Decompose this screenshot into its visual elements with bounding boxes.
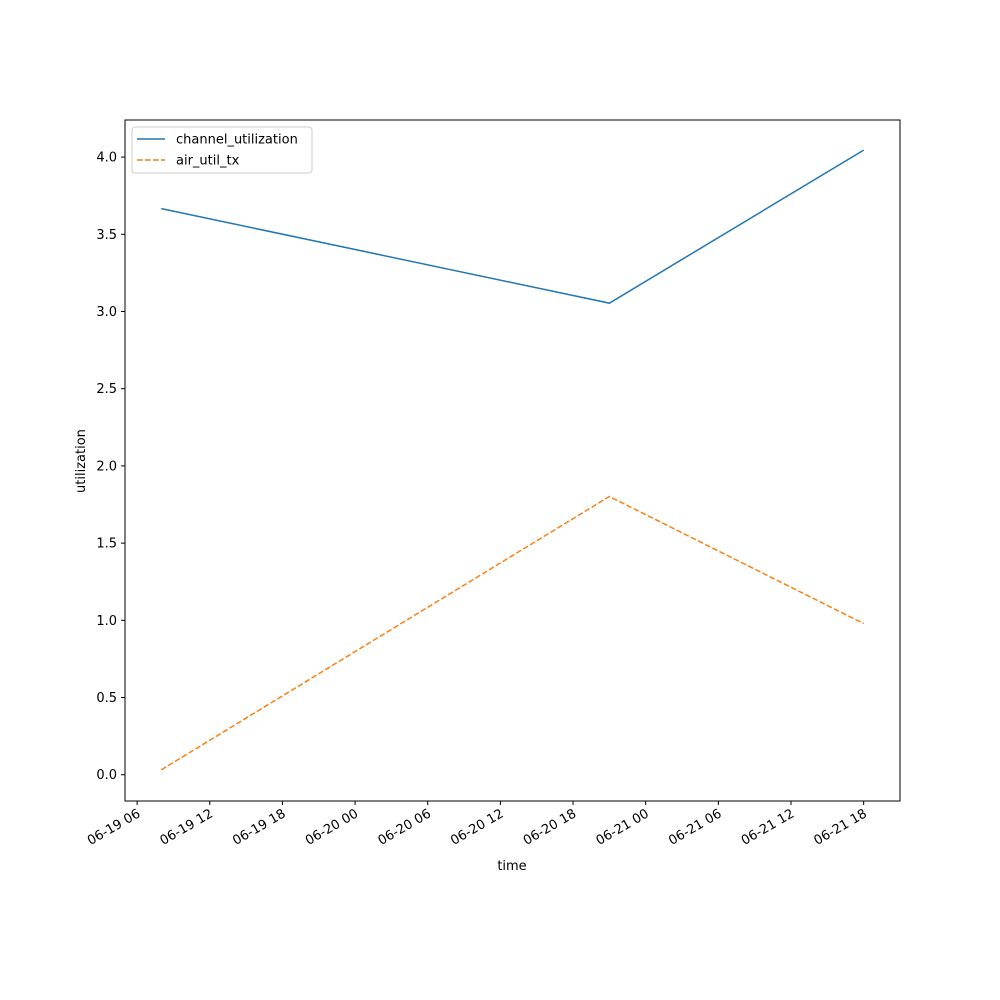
x-tick-label: 06-21 00 xyxy=(594,806,652,848)
x-axis-label: time xyxy=(497,859,526,874)
legend-label: air_util_tx xyxy=(176,154,240,169)
series-line xyxy=(160,495,865,771)
x-tick-label: 06-19 12 xyxy=(158,806,216,848)
legend-label: channel_utilization xyxy=(176,133,298,148)
x-tick-label: 06-20 18 xyxy=(521,806,579,848)
y-tick-label: 1.5 xyxy=(96,537,117,552)
x-tick-label: 06-20 12 xyxy=(448,806,506,848)
series-line xyxy=(161,149,865,304)
x-tick-label: 06-21 06 xyxy=(666,806,724,848)
x-tick-label: 06-20 06 xyxy=(376,806,434,848)
x-tick-label: 06-19 18 xyxy=(230,806,288,848)
x-tick-label: 06-21 18 xyxy=(812,806,870,848)
y-tick-label: 2.0 xyxy=(96,459,117,474)
y-tick-label: 1.0 xyxy=(96,614,117,629)
y-tick-label: 0.0 xyxy=(96,768,117,783)
legend-box xyxy=(131,126,313,174)
x-tick-label: 06-19 06 xyxy=(85,806,143,848)
x-tick-label: 06-21 12 xyxy=(739,806,797,848)
y-tick-label: 3.0 xyxy=(96,305,117,320)
y-tick-label: 4.0 xyxy=(96,151,117,166)
plot-frame xyxy=(124,119,901,802)
y-axis-label: utilization xyxy=(74,429,89,493)
y-tick-label: 2.5 xyxy=(96,382,117,397)
y-tick-label: 0.5 xyxy=(96,691,117,706)
x-tick-label: 06-20 00 xyxy=(303,806,361,848)
y-tick-label: 3.5 xyxy=(96,228,117,243)
